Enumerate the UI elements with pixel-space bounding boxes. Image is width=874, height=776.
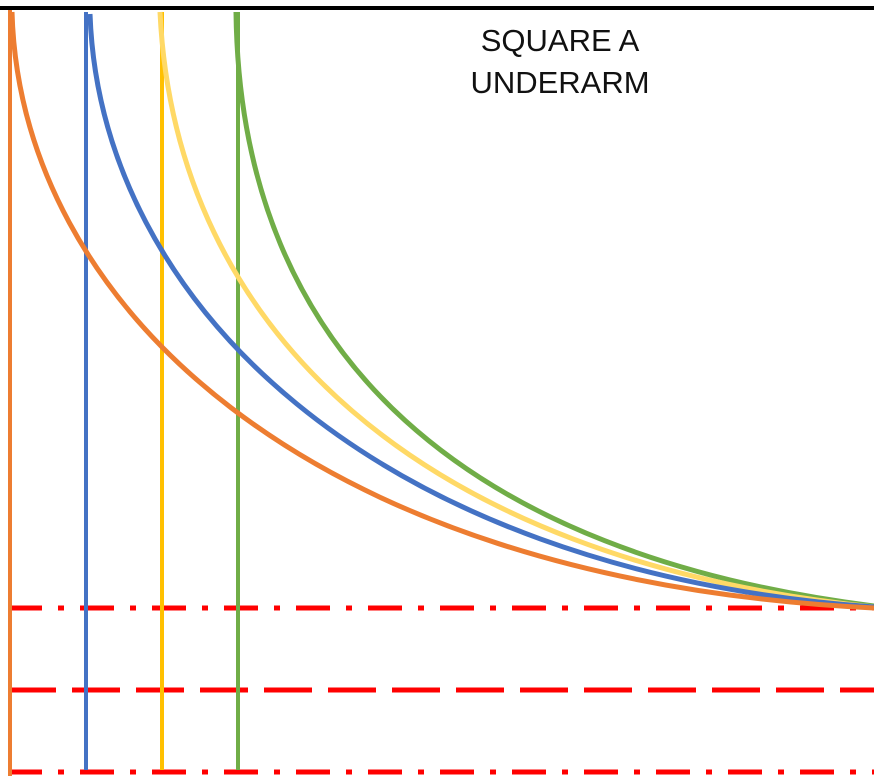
curve-orange (9, 11, 874, 611)
curve-yellow (157, 11, 874, 610)
curve-blue (87, 13, 874, 610)
diagram-title-line-2: UNDERARM (470, 65, 650, 100)
curve-green (233, 11, 874, 609)
diagram-title-line-1: SQUARE A (480, 23, 640, 58)
